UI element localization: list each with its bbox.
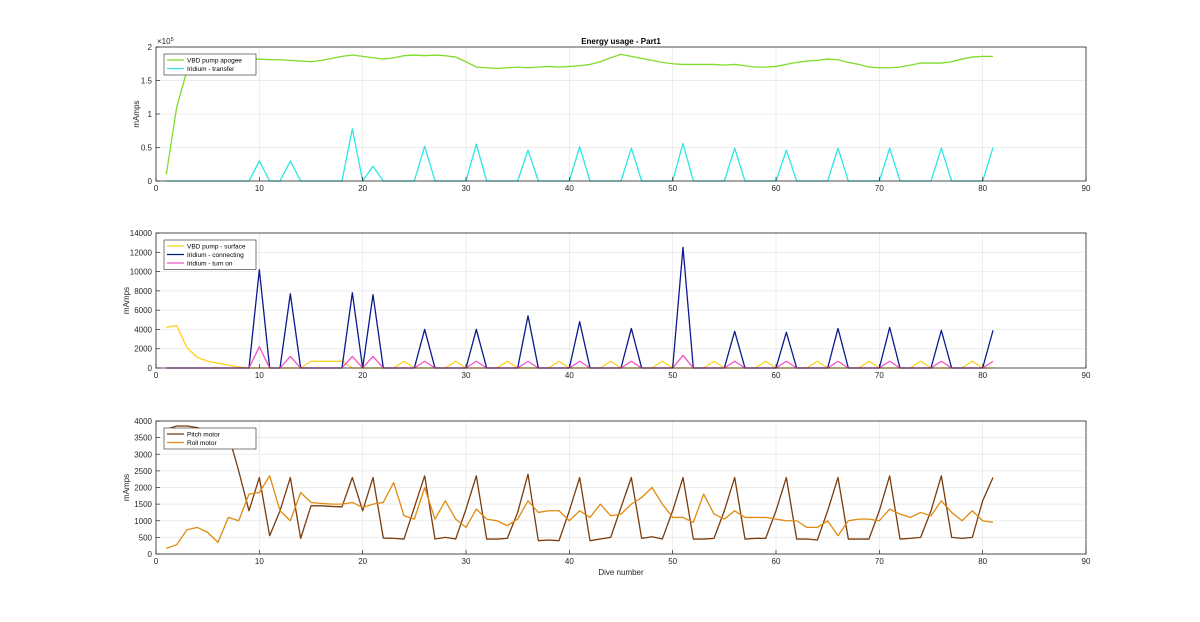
legend-entry: Iridium - turn on xyxy=(187,260,233,267)
series-line-roll-motor xyxy=(166,475,994,549)
y-axis-label: mAmps xyxy=(122,474,131,501)
y-tick-label: 500 xyxy=(139,533,153,542)
x-tick-label: 30 xyxy=(462,371,471,380)
y-tick-label: 2500 xyxy=(134,467,152,476)
series-line-pitch-motor xyxy=(166,425,994,542)
x-tick-label: 40 xyxy=(565,371,574,380)
plot-1: 0 10 20 30 40 50 60 70 80 90 0 0.5 1 1.5 2 mAmps Energy … xyxy=(132,37,1091,193)
x-tick-label: 70 xyxy=(875,371,884,380)
x-tick-label: 50 xyxy=(668,371,677,380)
legend: Pitch motor Roll motor xyxy=(163,427,257,450)
y-axis-label: mAmps xyxy=(122,287,131,314)
y-tick-label: 3500 xyxy=(134,434,152,443)
series-line-vbd-pump-apogee xyxy=(165,53,993,175)
x-tick-label: 20 xyxy=(358,371,367,380)
legend-entry: Iridium - connecting xyxy=(187,252,244,259)
plot-3: 0 10 20 30 40 50 60 70 80 90 0 500 1000 1500 2000 2500 3… xyxy=(122,417,1091,577)
legend: VBD pump apogee Iridium - transfer xyxy=(163,53,257,76)
x-tick-label: 0 xyxy=(154,557,159,566)
chart-title: Energy usage - Part1 xyxy=(581,37,661,46)
legend-entry: Iridium - transfer xyxy=(187,66,235,73)
x-tick-label: 70 xyxy=(875,184,884,193)
y-axis-exponent: ×105 xyxy=(157,37,174,46)
plot-2: 0 10 20 30 40 50 60 70 80 90 0 2000 4000 6000 8000 1000… xyxy=(122,229,1091,380)
legend-entry: Pitch motor xyxy=(187,431,221,438)
y-axis-exponent-power: 5 xyxy=(171,37,174,43)
y-tick-label: 14000 xyxy=(130,229,153,238)
y-tick-label: 2 xyxy=(148,43,153,52)
x-tick-label: 40 xyxy=(565,557,574,566)
x-tick-label: 90 xyxy=(1082,371,1091,380)
y-tick-label: 3000 xyxy=(134,450,152,459)
y-tick-label: 10000 xyxy=(130,268,153,277)
x-tick-label: 80 xyxy=(978,371,987,380)
x-tick-label: 10 xyxy=(255,371,264,380)
legend-entry: VBD pump apogee xyxy=(187,57,242,64)
x-tick-label: 90 xyxy=(1082,557,1091,566)
y-tick-label: 4000 xyxy=(134,417,152,426)
x-tick-label: 90 xyxy=(1082,184,1091,193)
y-tick-label: 12000 xyxy=(130,248,153,257)
x-tick-label: 60 xyxy=(772,184,781,193)
legend: VBD pump - surface Iridium - connectingIr… xyxy=(163,239,257,270)
legend-box xyxy=(163,53,257,76)
y-tick-label: 6000 xyxy=(134,306,152,315)
y-tick-label: 0 xyxy=(148,550,153,559)
x-tick-label: 60 xyxy=(772,371,781,380)
y-tick-label: 0.5 xyxy=(141,144,153,153)
plot-background xyxy=(156,233,1086,368)
y-tick-label: 4000 xyxy=(134,325,152,334)
x-tick-label: 80 xyxy=(978,557,987,566)
x-tick-label: 70 xyxy=(875,557,884,566)
x-tick-label: 10 xyxy=(255,184,264,193)
y-tick-label: 2000 xyxy=(134,484,152,493)
x-tick-label: 60 xyxy=(772,557,781,566)
y-tick-label: 1 xyxy=(148,110,153,119)
y-tick-label: 1.5 xyxy=(141,77,153,86)
y-tick-label: 0 xyxy=(148,364,153,373)
y-tick-label: 2000 xyxy=(134,345,152,354)
axes-box xyxy=(155,232,1087,369)
x-tick-label: 10 xyxy=(255,557,264,566)
x-tick-label: 40 xyxy=(565,184,574,193)
legend-entry: VBD pump - surface xyxy=(187,243,246,250)
x-tick-label: 80 xyxy=(978,184,987,193)
x-tick-label: 0 xyxy=(154,371,159,380)
y-tick-label: 1500 xyxy=(134,500,152,509)
y-tick-label: 0 xyxy=(148,177,153,186)
x-tick-label: 30 xyxy=(462,557,471,566)
x-tick-label: 20 xyxy=(358,184,367,193)
x-tick-label: 50 xyxy=(668,184,677,193)
x-tick-label: 50 xyxy=(668,557,677,566)
y-tick-label: 8000 xyxy=(134,287,152,296)
x-tick-label: 30 xyxy=(462,184,471,193)
y-axis-label: mAmps xyxy=(132,100,141,127)
x-axis-label: Dive number xyxy=(598,568,644,577)
legend-entry: Roll motor xyxy=(187,440,217,447)
legend-box xyxy=(163,427,257,450)
x-tick-label: 20 xyxy=(358,557,367,566)
x-tick-label: 0 xyxy=(154,184,159,193)
y-tick-label: 1000 xyxy=(134,517,152,526)
